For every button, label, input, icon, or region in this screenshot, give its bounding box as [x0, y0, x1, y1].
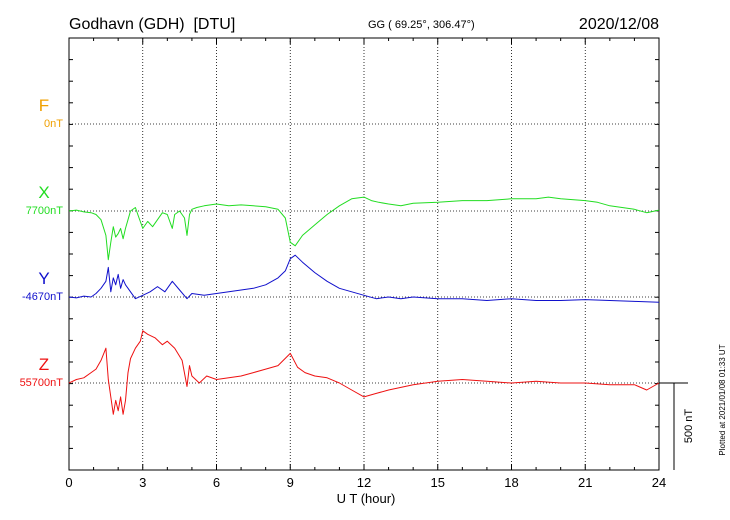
coordinates-label: GG ( 69.25°, 306.47°)	[368, 19, 475, 31]
x-tick-label-0: 0	[65, 475, 72, 490]
series-baseline-f: 0nT	[44, 118, 63, 130]
x-tick-label-24: 24	[652, 475, 666, 490]
series-lines	[68, 196, 660, 415]
series-line-z	[68, 330, 660, 415]
series-baseline-z: 55700nT	[20, 377, 64, 389]
date-label: 2020/12/08	[579, 16, 659, 33]
series-baseline-x: 7700nT	[26, 205, 64, 217]
series-line-y	[68, 254, 660, 303]
x-tick-label-21: 21	[578, 475, 592, 490]
series-name-y: Y	[38, 269, 49, 288]
plotted-timestamp: Plotted at 2021/01/08 01:33 UT	[718, 344, 727, 455]
x-tick-label-6: 6	[213, 475, 220, 490]
series-line-x	[68, 196, 660, 261]
station-title: Godhavn (GDH) [DTU]	[69, 16, 235, 33]
x-tick-label-9: 9	[287, 475, 294, 490]
x-tick-label-12: 12	[357, 475, 371, 490]
grid-lines	[69, 38, 659, 470]
x-tick-labels: 0 3 6 9 12 15 18 21 24	[65, 475, 666, 490]
series-name-f: F	[39, 96, 49, 115]
series-baseline-y: -4670nT	[22, 291, 63, 303]
x-tick-label-15: 15	[431, 475, 445, 490]
series-labels: F 0nT X 7700nT Y -4670nT Z 55700nT	[20, 96, 64, 389]
scale-bar-label: 500 nT	[683, 409, 695, 444]
series-name-x: X	[38, 183, 49, 202]
scale-bar: 500 nT	[659, 382, 695, 470]
series-name-z: Z	[39, 355, 49, 374]
x-axis-label: U T (hour)	[337, 491, 396, 506]
x-tick-label-3: 3	[139, 475, 146, 490]
x-tick-label-18: 18	[504, 475, 518, 490]
